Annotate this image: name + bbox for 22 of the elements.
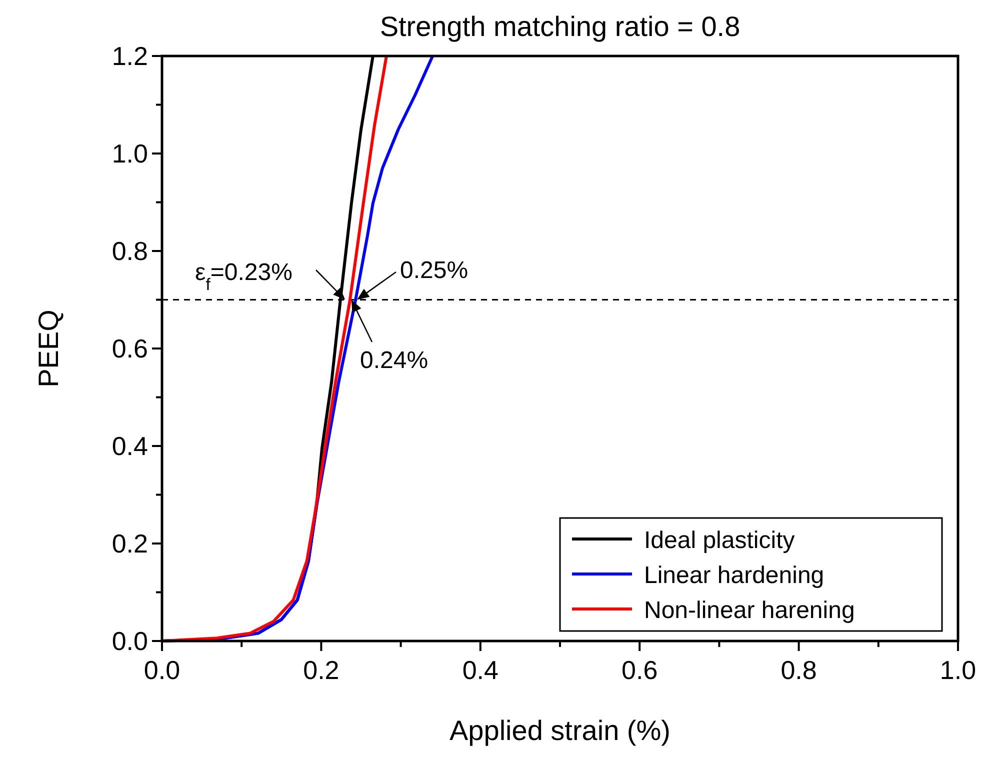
chart-title: Strength matching ratio = 0.8 [380, 11, 740, 42]
y-tick-label: 1.2 [112, 41, 148, 71]
x-tick-label: 0.0 [144, 655, 180, 685]
x-axis-title: Applied strain (%) [450, 715, 670, 746]
y-tick-label: 0.2 [112, 528, 148, 558]
y-tick-label: 1.0 [112, 138, 148, 168]
legend-label: Non-linear harening [644, 597, 855, 624]
legend-label: Ideal plasticity [644, 527, 795, 554]
y-tick-label: 0.6 [112, 334, 148, 364]
y-axis-title: PEEQ [33, 310, 64, 388]
x-tick-label: 1.0 [940, 655, 976, 685]
y-tick-label: 0.8 [112, 236, 148, 266]
annotation: 0.25% [400, 257, 468, 284]
annotation: ε$_{f}$=0.23% [195, 259, 292, 294]
x-tick-label: 0.4 [462, 655, 498, 685]
annotation: 0.24% [360, 347, 428, 374]
x-tick-label: 0.6 [622, 655, 658, 685]
x-tick-label: 0.2 [303, 655, 340, 685]
legend-label: Linear hardening [644, 562, 824, 589]
y-tick-label: 0.0 [112, 626, 148, 656]
y-tick-label: 0.4 [112, 431, 148, 461]
x-tick-label: 0.8 [780, 655, 817, 685]
